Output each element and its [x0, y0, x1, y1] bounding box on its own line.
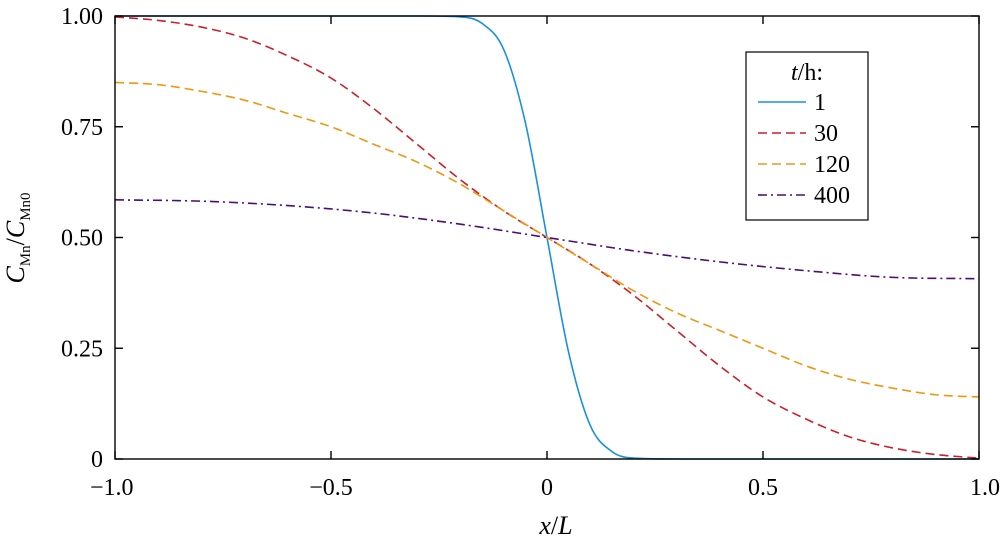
y-axis-label: CMn/CMn0 — [1, 192, 34, 283]
legend-entries: 1 30 120 400 — [758, 90, 850, 209]
legend-label-1: 1 — [814, 90, 826, 116]
legend-label-120: 120 — [814, 152, 850, 178]
x-tick-label: −0.5 — [309, 475, 353, 501]
x-tick-label: 1.0 — [970, 475, 1000, 501]
y-tick-label: 1.00 — [61, 4, 103, 30]
legend-label-30: 30 — [814, 121, 838, 147]
x-tick-label: 0 — [541, 475, 553, 501]
y-tick-label: 0.50 — [61, 226, 103, 252]
x-tick-label: −1.0 — [90, 475, 134, 501]
legend: t/h: 1 30 120 400 — [745, 51, 869, 221]
x-tick-label: 0.5 — [748, 475, 778, 501]
tick-layer: −1.0 −0.5 0 0.5 1.000.250.500.751.00 — [61, 4, 1000, 501]
series-line-400 — [114, 199, 980, 280]
y-tick-label: 0.25 — [61, 336, 103, 362]
x-axis-label: x/L — [538, 511, 572, 540]
legend-title: t/h: — [791, 60, 823, 86]
legend-label-400: 400 — [814, 183, 850, 209]
series-line-120 — [114, 81, 980, 398]
y-tick-label: 0.75 — [61, 115, 103, 141]
y-tick-label: 0 — [91, 447, 103, 473]
legend-box — [745, 51, 869, 221]
